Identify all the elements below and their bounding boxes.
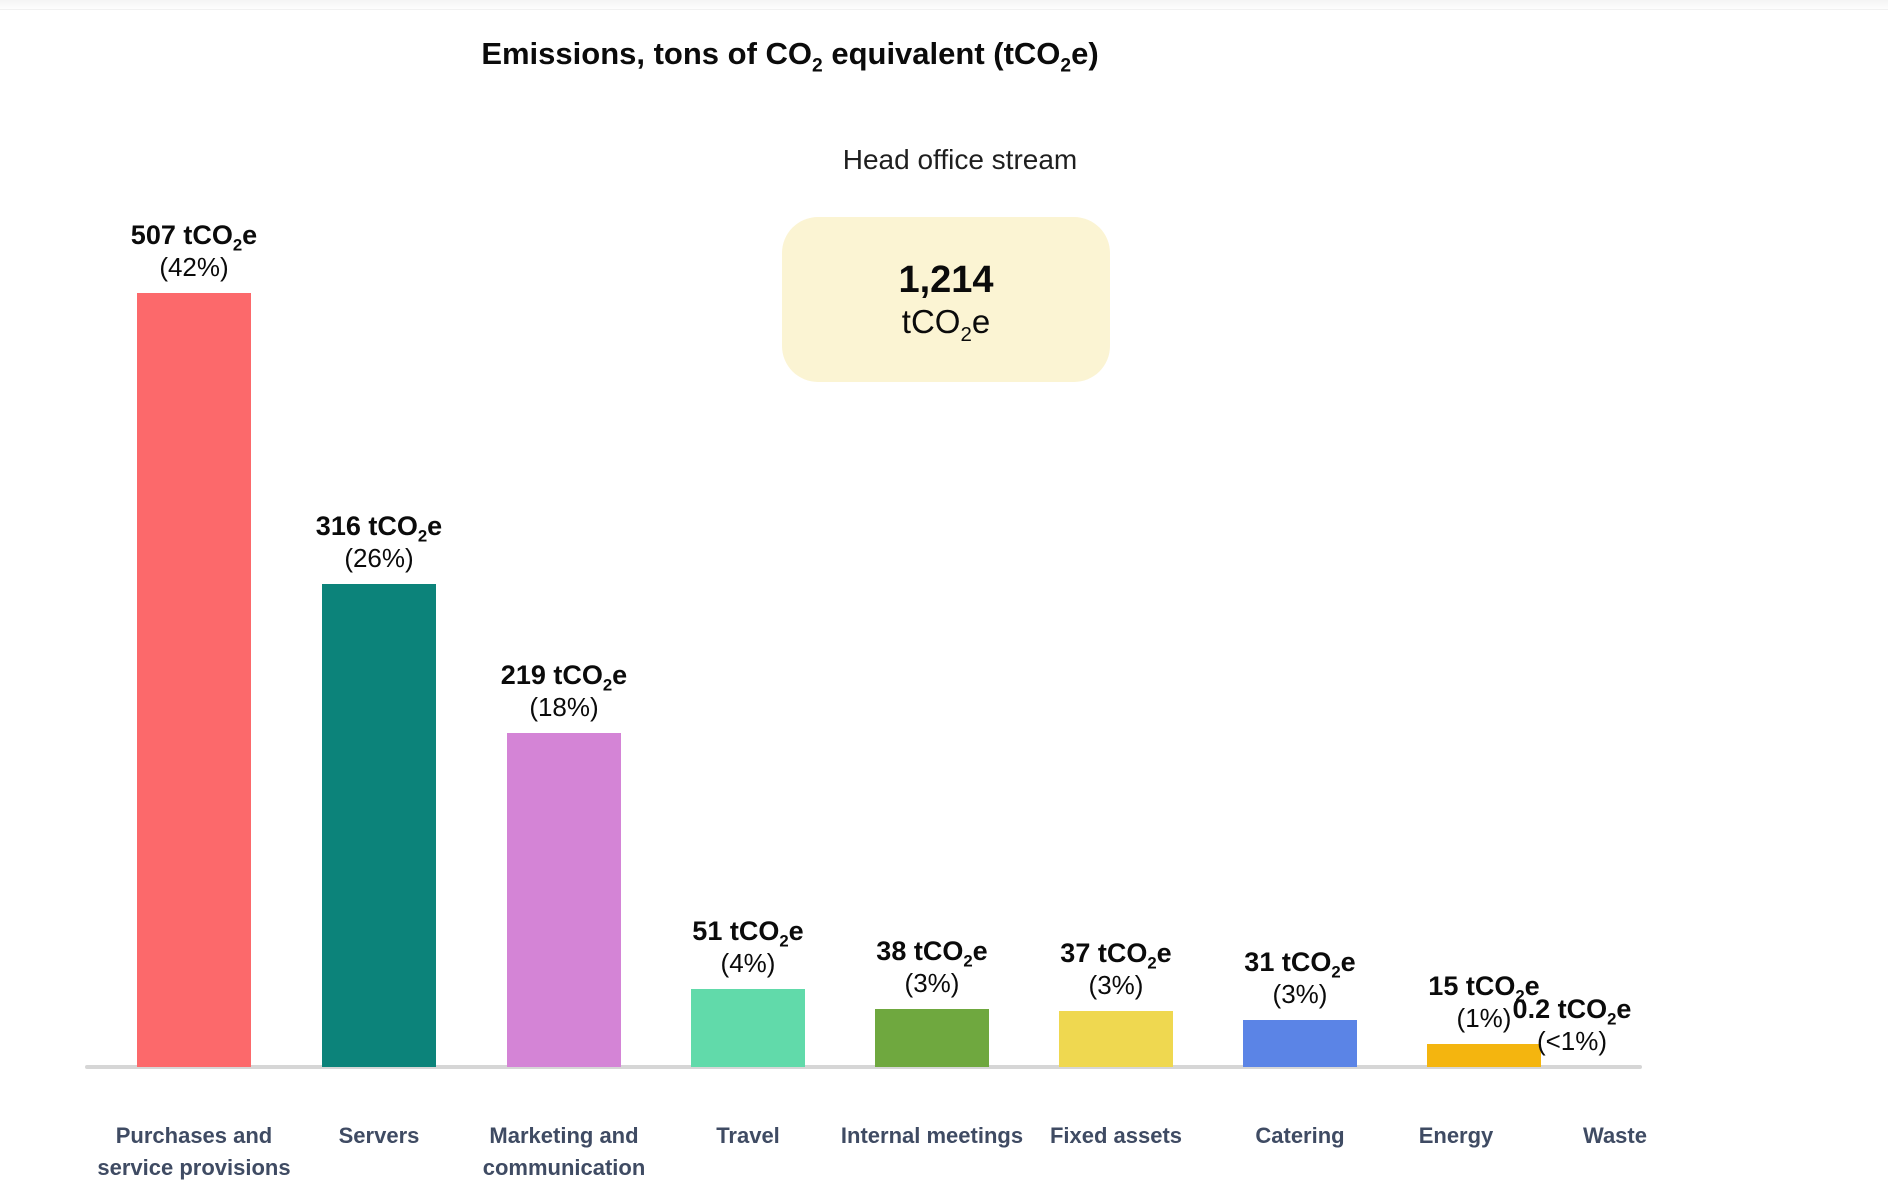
subscript: 2 xyxy=(1607,1009,1617,1029)
subscript: 2 xyxy=(1515,986,1525,1006)
bar-value-label-internal-meetings: 38 tCO2e (3%) xyxy=(782,936,1082,999)
percent-text: (18%) xyxy=(529,692,599,723)
chart-title-text: Emissions, tons of CO2 equivalent (tCO2e… xyxy=(481,36,1099,77)
chart-title: Emissions, tons of CO2 equivalent (tCO2e… xyxy=(0,36,1580,77)
subscript: 2 xyxy=(602,675,613,695)
subscript: 2 xyxy=(417,526,428,546)
bar-value-label-purchases-and-service-provisions: 507 tCO2e (42%) xyxy=(44,220,344,283)
percent-text: (4%) xyxy=(720,948,776,979)
category-label-catering: Catering xyxy=(1255,1123,1345,1148)
bar-energy xyxy=(1427,1044,1541,1067)
category-label-waste: Waste xyxy=(1583,1123,1647,1148)
subscript: 2 xyxy=(1060,55,1072,77)
value-text: 51 tCO2e xyxy=(692,916,804,951)
percent-text: (3%) xyxy=(1088,970,1144,1001)
category-label-fixed-assets: Fixed assets xyxy=(1049,1123,1183,1148)
bar-servers xyxy=(322,584,436,1067)
subscript: 2 xyxy=(812,55,823,77)
category-label-internal-meetings: Internal meetings xyxy=(840,1123,1024,1148)
bar-value-label-travel: 51 tCO2e (4%) xyxy=(598,916,898,979)
top-edge-strip xyxy=(0,0,1888,10)
category-label-travel: Travel xyxy=(716,1123,780,1148)
percent-text: (<1%) xyxy=(1536,1026,1608,1057)
percent-text: (1%) xyxy=(1456,1003,1512,1034)
value-text: 38 tCO2e xyxy=(876,936,988,971)
x-axis-line xyxy=(85,1065,1642,1069)
bar-fixed-assets xyxy=(1059,1011,1173,1067)
value-text: 0.2 tCO2e xyxy=(1512,994,1632,1029)
bar-purchases-and-service-provisions xyxy=(137,293,251,1067)
value-text: 507 tCO2e xyxy=(130,220,258,255)
percent-text: (3%) xyxy=(904,968,960,999)
total-emissions-unit: tCO2e xyxy=(901,303,991,346)
value-text: 316 tCO2e xyxy=(315,511,443,546)
category-label-energy: Energy xyxy=(1418,1123,1494,1148)
value-text: 37 tCO2e xyxy=(1060,938,1172,973)
subscript: 2 xyxy=(232,235,243,255)
total-emissions-box: 1,214 tCO2e xyxy=(782,217,1110,382)
subscript: 2 xyxy=(960,322,972,346)
bar-marketing-and-communication xyxy=(507,733,621,1067)
bar-value-label-waste: 0.2 tCO2e (<1%) xyxy=(1422,994,1722,1057)
percent-text: (3%) xyxy=(1272,979,1328,1010)
bar-value-label-fixed-assets: 37 tCO2e (3%) xyxy=(966,938,1266,1001)
category-label-marketing-and-communication: Marketing and communication xyxy=(482,1123,646,1180)
category-label-servers: Servers xyxy=(338,1123,420,1148)
bar-value-label-marketing-and-communication: 219 tCO2e (18%) xyxy=(414,660,714,723)
bar-value-label-catering: 31 tCO2e (3%) xyxy=(1150,947,1450,1010)
bar-value-label-energy: 15 tCO2e (1%) xyxy=(1334,971,1634,1034)
subscript: 2 xyxy=(779,931,789,951)
value-text: 31 tCO2e xyxy=(1244,947,1356,982)
value-text: 15 tCO2e xyxy=(1428,971,1540,1006)
subscript: 2 xyxy=(1331,962,1341,982)
chart-subtitle: Head office stream xyxy=(842,144,1078,175)
bar-value-label-servers: 316 tCO2e (26%) xyxy=(229,511,529,574)
total-emissions-value: 1,214 xyxy=(898,259,994,301)
percent-text: (26%) xyxy=(344,543,414,574)
bar-internal-meetings xyxy=(875,1009,989,1067)
bar-travel xyxy=(691,989,805,1067)
subscript: 2 xyxy=(1147,953,1157,973)
subscript: 2 xyxy=(963,951,973,971)
bar-catering xyxy=(1243,1020,1357,1067)
value-text: 219 tCO2e xyxy=(500,660,628,695)
percent-text: (42%) xyxy=(159,252,229,283)
category-label-purchases-and-service-provisions: Purchases and service provisions xyxy=(97,1123,291,1180)
